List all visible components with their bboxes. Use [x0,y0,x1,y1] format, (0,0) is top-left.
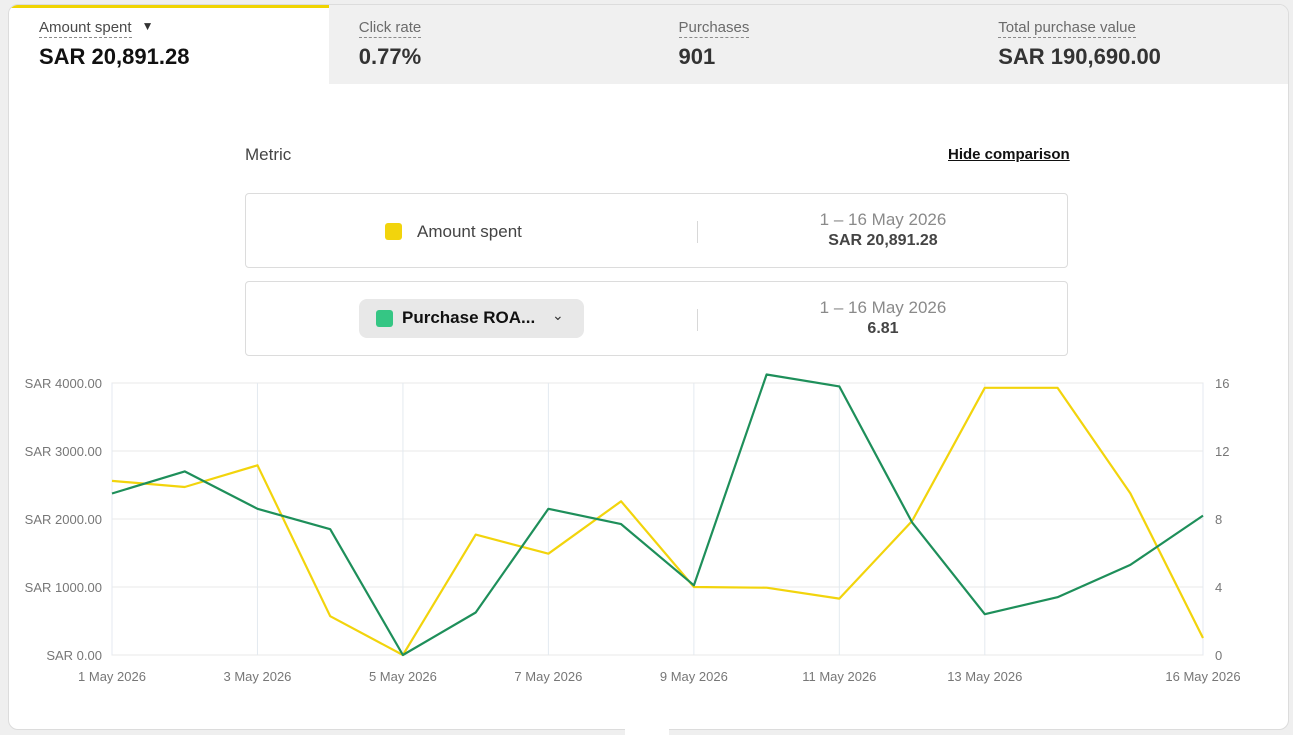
x-tick-label: 7 May 2026 [514,669,582,684]
x-tick-label: 16 May 2026 [1165,669,1240,684]
series-line-purchase-roas [111,373,1204,657]
legend-swatch-yellow [385,223,402,240]
y-left-tick-label: SAR 4000.00 [25,376,102,391]
metric-select-dropdown[interactable]: Purchase ROA... ⌄ [359,299,584,338]
tab-value: SAR 190,690.00 [998,44,1161,69]
metric-value: 6.81 [867,320,899,337]
x-tick-label: 13 May 2026 [947,669,1022,684]
performance-card: Amount spent ▼ SAR 20,891.28 Click rate 0… [8,4,1289,730]
y-right-tick-label: 8 [1215,512,1222,527]
chevron-down-icon: ⌄ [552,307,564,323]
line-chart: SAR 0.00 SAR 1000.00 SAR 2000.00 SAR 3000.0… [25,373,1241,684]
x-tick-label: 11 May 2026 [802,669,876,684]
tab-label: Amount spent [39,19,132,38]
y-left-tick-label: SAR 3000.00 [25,444,102,459]
y-right-tick-label: 12 [1215,444,1229,459]
x-tick-label: 9 May 2026 [660,669,728,684]
tab-click-rate[interactable]: Click rate 0.77% [329,5,649,84]
metric-row-purchase-roas: Purchase ROA... ⌄ 1 – 16 May 2026 6.81 [245,281,1068,356]
tab-label: Click rate [358,19,422,38]
tab-label: Total purchase value [998,19,1136,38]
metric-name: Amount spent [417,222,522,241]
tab-value: 901 [678,44,716,69]
metric-value: SAR 20,891.28 [828,232,938,249]
x-tick-label: 3 May 2026 [223,669,291,684]
tab-amount-spent[interactable]: Amount spent ▼ SAR 20,891.28 [9,5,329,84]
y-right-tick-label: 4 [1215,580,1222,595]
metric-row-amount-spent: Amount spent 1 – 16 May 2026 SAR 20,891.… [245,193,1068,268]
y-left-tick-label: SAR 2000.00 [25,512,102,527]
tab-total-purchase-value[interactable]: Total purchase value SAR 190,690.00 [968,5,1288,84]
card-notch [625,727,669,735]
metric-heading: Metric [245,145,292,164]
tab-value: 0.77% [358,44,422,69]
tab-label: Purchases [678,19,750,38]
tab-purchases[interactable]: Purchases 901 [649,5,969,84]
tab-value: SAR 20,891.28 [39,44,190,69]
date-range: 1 – 16 May 2026 [819,210,947,229]
y-left-tick-label: SAR 1000.00 [25,580,102,595]
caret-down-icon[interactable]: ▼ [141,19,154,33]
selected-metric-name: Purchase ROA... [402,308,536,327]
metric-tabs: Amount spent ▼ SAR 20,891.28 Click rate 0… [9,5,1288,84]
x-tick-label: 1 May 2026 [78,669,146,684]
date-range: 1 – 16 May 2026 [819,298,947,317]
y-right-tick-label: 0 [1215,648,1222,663]
x-tick-label: 5 May 2026 [369,669,437,684]
divider [697,309,698,331]
hide-comparison-link[interactable]: Hide comparison [948,146,1070,163]
legend-swatch-green [376,310,393,327]
series-line-amount-spent [111,386,1204,657]
divider [697,221,698,243]
y-left-tick-label: SAR 0.00 [46,648,102,663]
y-right-tick-label: 16 [1215,376,1229,391]
